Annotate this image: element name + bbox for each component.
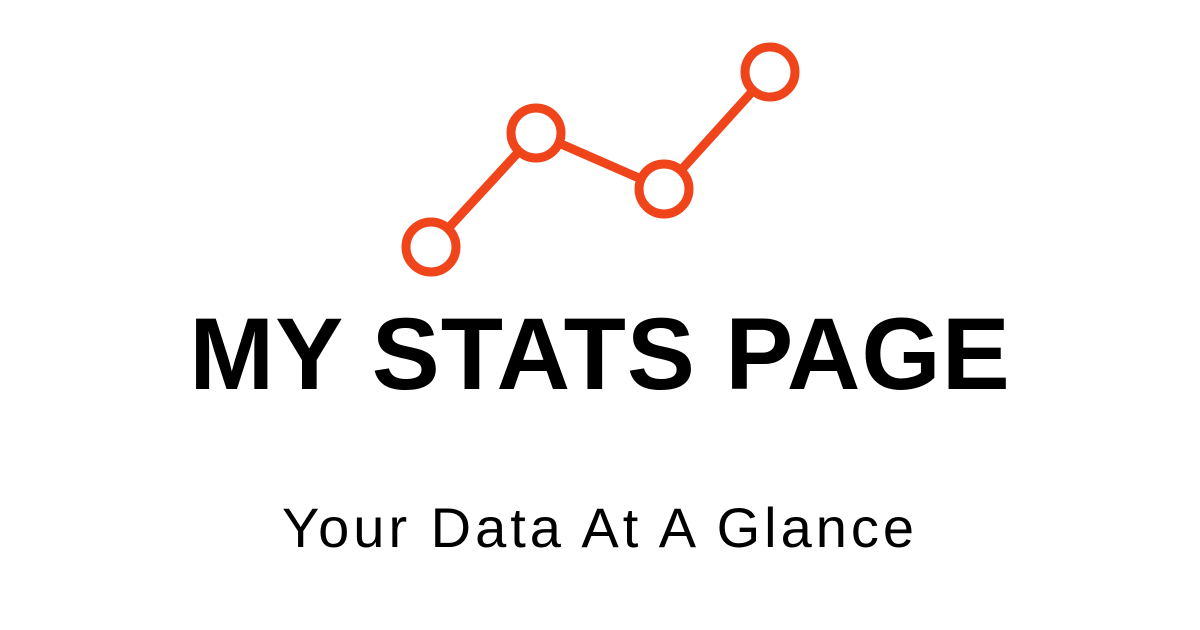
- page-subtitle: Your Data At A Glance: [281, 496, 919, 559]
- logo-trend-line: [426, 67, 775, 252]
- logo-node-2: [506, 103, 566, 163]
- logo-node-3: [634, 159, 694, 219]
- logo-node-1: [401, 217, 461, 277]
- page-title: MY STATS PAGE: [189, 297, 1011, 411]
- logo-node-4: [740, 42, 800, 102]
- line-chart-icon: [401, 42, 800, 277]
